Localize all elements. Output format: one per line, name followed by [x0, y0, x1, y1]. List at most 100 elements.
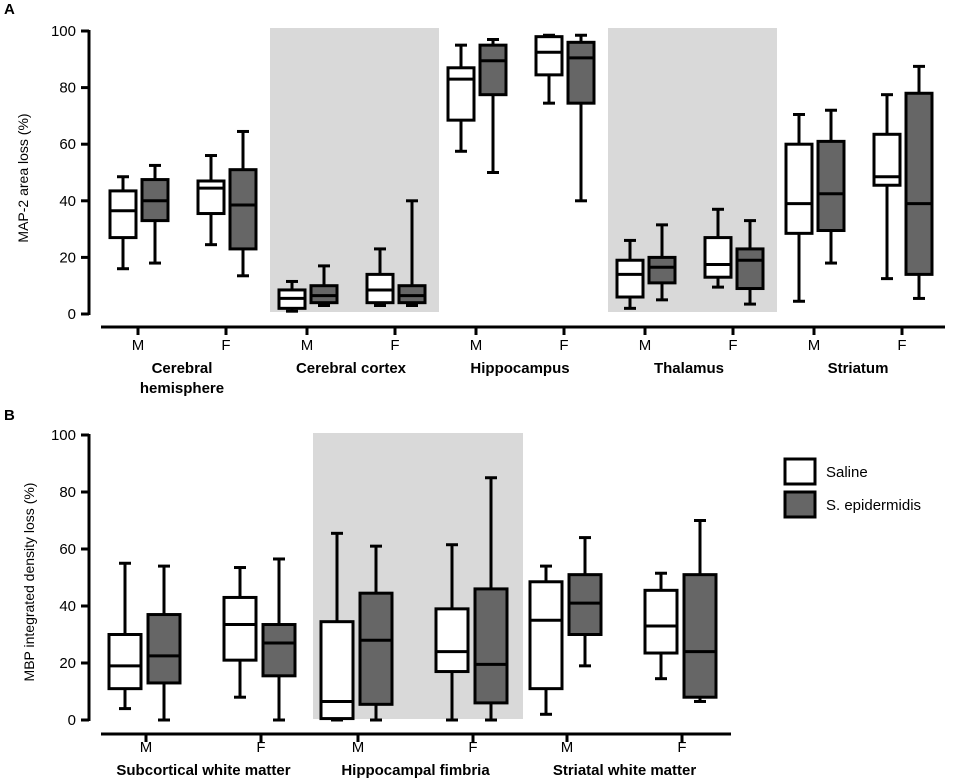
y-tick-label: 80 [59, 80, 76, 97]
box-saline-cerebral-cortex-F [365, 247, 395, 308]
box-sepidermidis-cerebral-hemisphere-M [140, 163, 170, 265]
panel-a-boxes [108, 33, 934, 313]
box-saline-hippocampal-fimbria-M [319, 531, 355, 722]
box-iqr [222, 595, 258, 662]
box-iqr [446, 66, 476, 122]
box-sepidermidis-striatum-M [816, 108, 846, 265]
category-label: M [301, 337, 314, 354]
box-iqr [703, 236, 733, 279]
box-sepidermidis-cerebral-cortex-M [309, 264, 339, 308]
box-iqr [528, 580, 564, 691]
box-sepidermidis-striatum-F [904, 64, 934, 300]
category-label: M [470, 337, 483, 354]
category-label: F [256, 739, 265, 756]
panel-b-label: B [4, 407, 15, 424]
y-tick-label: 0 [68, 712, 76, 729]
box-iqr [682, 573, 718, 699]
box-saline-striatum-M [784, 112, 814, 303]
box-sepidermidis-striatal-white-matter-M [567, 536, 603, 668]
box-iqr [478, 43, 508, 97]
box-saline-cerebral-hemisphere-M [108, 175, 138, 271]
group-label: Striatum [828, 360, 889, 377]
box-sepidermidis-cerebral-cortex-F [397, 199, 427, 308]
box-saline-hippocampal-fimbria-F [434, 543, 470, 722]
box-sepidermidis-subcortical-white-matter-F [261, 557, 297, 722]
category-label: F [221, 337, 230, 354]
category-label: F [468, 739, 477, 756]
box-sepidermidis-hippocampal-fimbria-M [358, 544, 394, 722]
box-sepidermidis-hippocampus-M [478, 37, 508, 174]
box-sepidermidis-subcortical-white-matter-M [146, 564, 182, 722]
y-tick-label: 40 [59, 598, 76, 615]
box-iqr [196, 179, 226, 216]
category-label: F [897, 337, 906, 354]
box-sepidermidis-hippocampal-fimbria-F [473, 476, 509, 722]
panel-b-x-axis [101, 732, 731, 742]
box-iqr [643, 588, 679, 655]
group-label: Striatal white matter [553, 762, 697, 779]
category-label: M [639, 337, 652, 354]
box-saline-subcortical-white-matter-M [107, 561, 143, 711]
category-label: M [132, 337, 145, 354]
box-iqr [615, 258, 645, 299]
category-label: F [677, 739, 686, 756]
legend-swatch-saline [783, 457, 817, 486]
box-saline-thalamus-M [615, 238, 645, 310]
y-tick-label: 100 [51, 427, 76, 444]
box-iqr [816, 139, 846, 233]
panel-b-boxes [107, 476, 718, 722]
group-label: Subcortical white matter [116, 762, 290, 779]
group-label: Thalamus [654, 360, 724, 377]
panel-b-y-axis: 0 20 40 60 80 100 [51, 427, 91, 729]
panel-a-shading [270, 28, 777, 312]
category-label: F [559, 337, 568, 354]
category-label: F [390, 337, 399, 354]
box-iqr [735, 247, 765, 291]
category-label: M [561, 739, 574, 756]
box-saline-striatum-F [872, 93, 902, 281]
box-saline-striatal-white-matter-F [643, 571, 679, 681]
box-iqr [108, 189, 138, 240]
group-label: Cerebral [152, 360, 213, 377]
box-iqr [904, 91, 934, 276]
panel-a-x-axis [101, 325, 945, 335]
panel-a-y-axis: 0 20 40 60 80 100 [51, 23, 91, 323]
category-label: M [140, 739, 153, 756]
legend-label-s-epidermidis: S. epidermidis [826, 497, 921, 514]
panel-a-label: A [4, 1, 15, 18]
y-tick-label: 80 [59, 484, 76, 501]
box-sepidermidis-thalamus-M [647, 223, 677, 302]
y-tick-label: 60 [59, 136, 76, 153]
box-iqr [434, 607, 470, 674]
legend-label-saline: Saline [826, 464, 868, 481]
category-label: M [808, 337, 821, 354]
y-tick-label: 100 [51, 23, 76, 40]
legend-swatch-s-epidermidis [783, 490, 817, 519]
category-label: M [352, 739, 365, 756]
y-tick-label: 40 [59, 193, 76, 210]
box-saline-hippocampus-M [446, 43, 476, 153]
box-iqr [358, 591, 394, 706]
box-iqr [566, 40, 596, 105]
box-sepidermidis-striatal-white-matter-F [682, 519, 718, 703]
group-label: Hippocampus [470, 360, 569, 377]
box-saline-striatal-white-matter-M [528, 564, 564, 716]
box-sepidermidis-thalamus-F [735, 219, 765, 306]
group-label: Cerebral cortex [296, 360, 407, 377]
box-iqr [784, 142, 814, 235]
box-iqr [228, 168, 258, 251]
box-iqr [534, 35, 564, 77]
box-iqr [647, 255, 677, 285]
panel-b-category-labels: M F Subcortical white matter M F Hippocampal … [116, 739, 696, 779]
panel-a-y-axis-label: MAP-2 area loss (%) [15, 113, 31, 242]
panel-b-y-axis-label: MBP integrated density loss (%) [21, 483, 37, 682]
category-label: F [728, 337, 737, 354]
box-sepidermidis-hippocampus-F [566, 33, 596, 203]
box-saline-cerebral-cortex-M [277, 279, 307, 313]
shaded-region [270, 28, 439, 312]
box-saline-subcortical-white-matter-F [222, 566, 258, 699]
y-tick-label: 20 [59, 249, 76, 266]
y-tick-label: 60 [59, 541, 76, 558]
box-iqr [319, 620, 355, 721]
box-iqr [473, 587, 509, 705]
